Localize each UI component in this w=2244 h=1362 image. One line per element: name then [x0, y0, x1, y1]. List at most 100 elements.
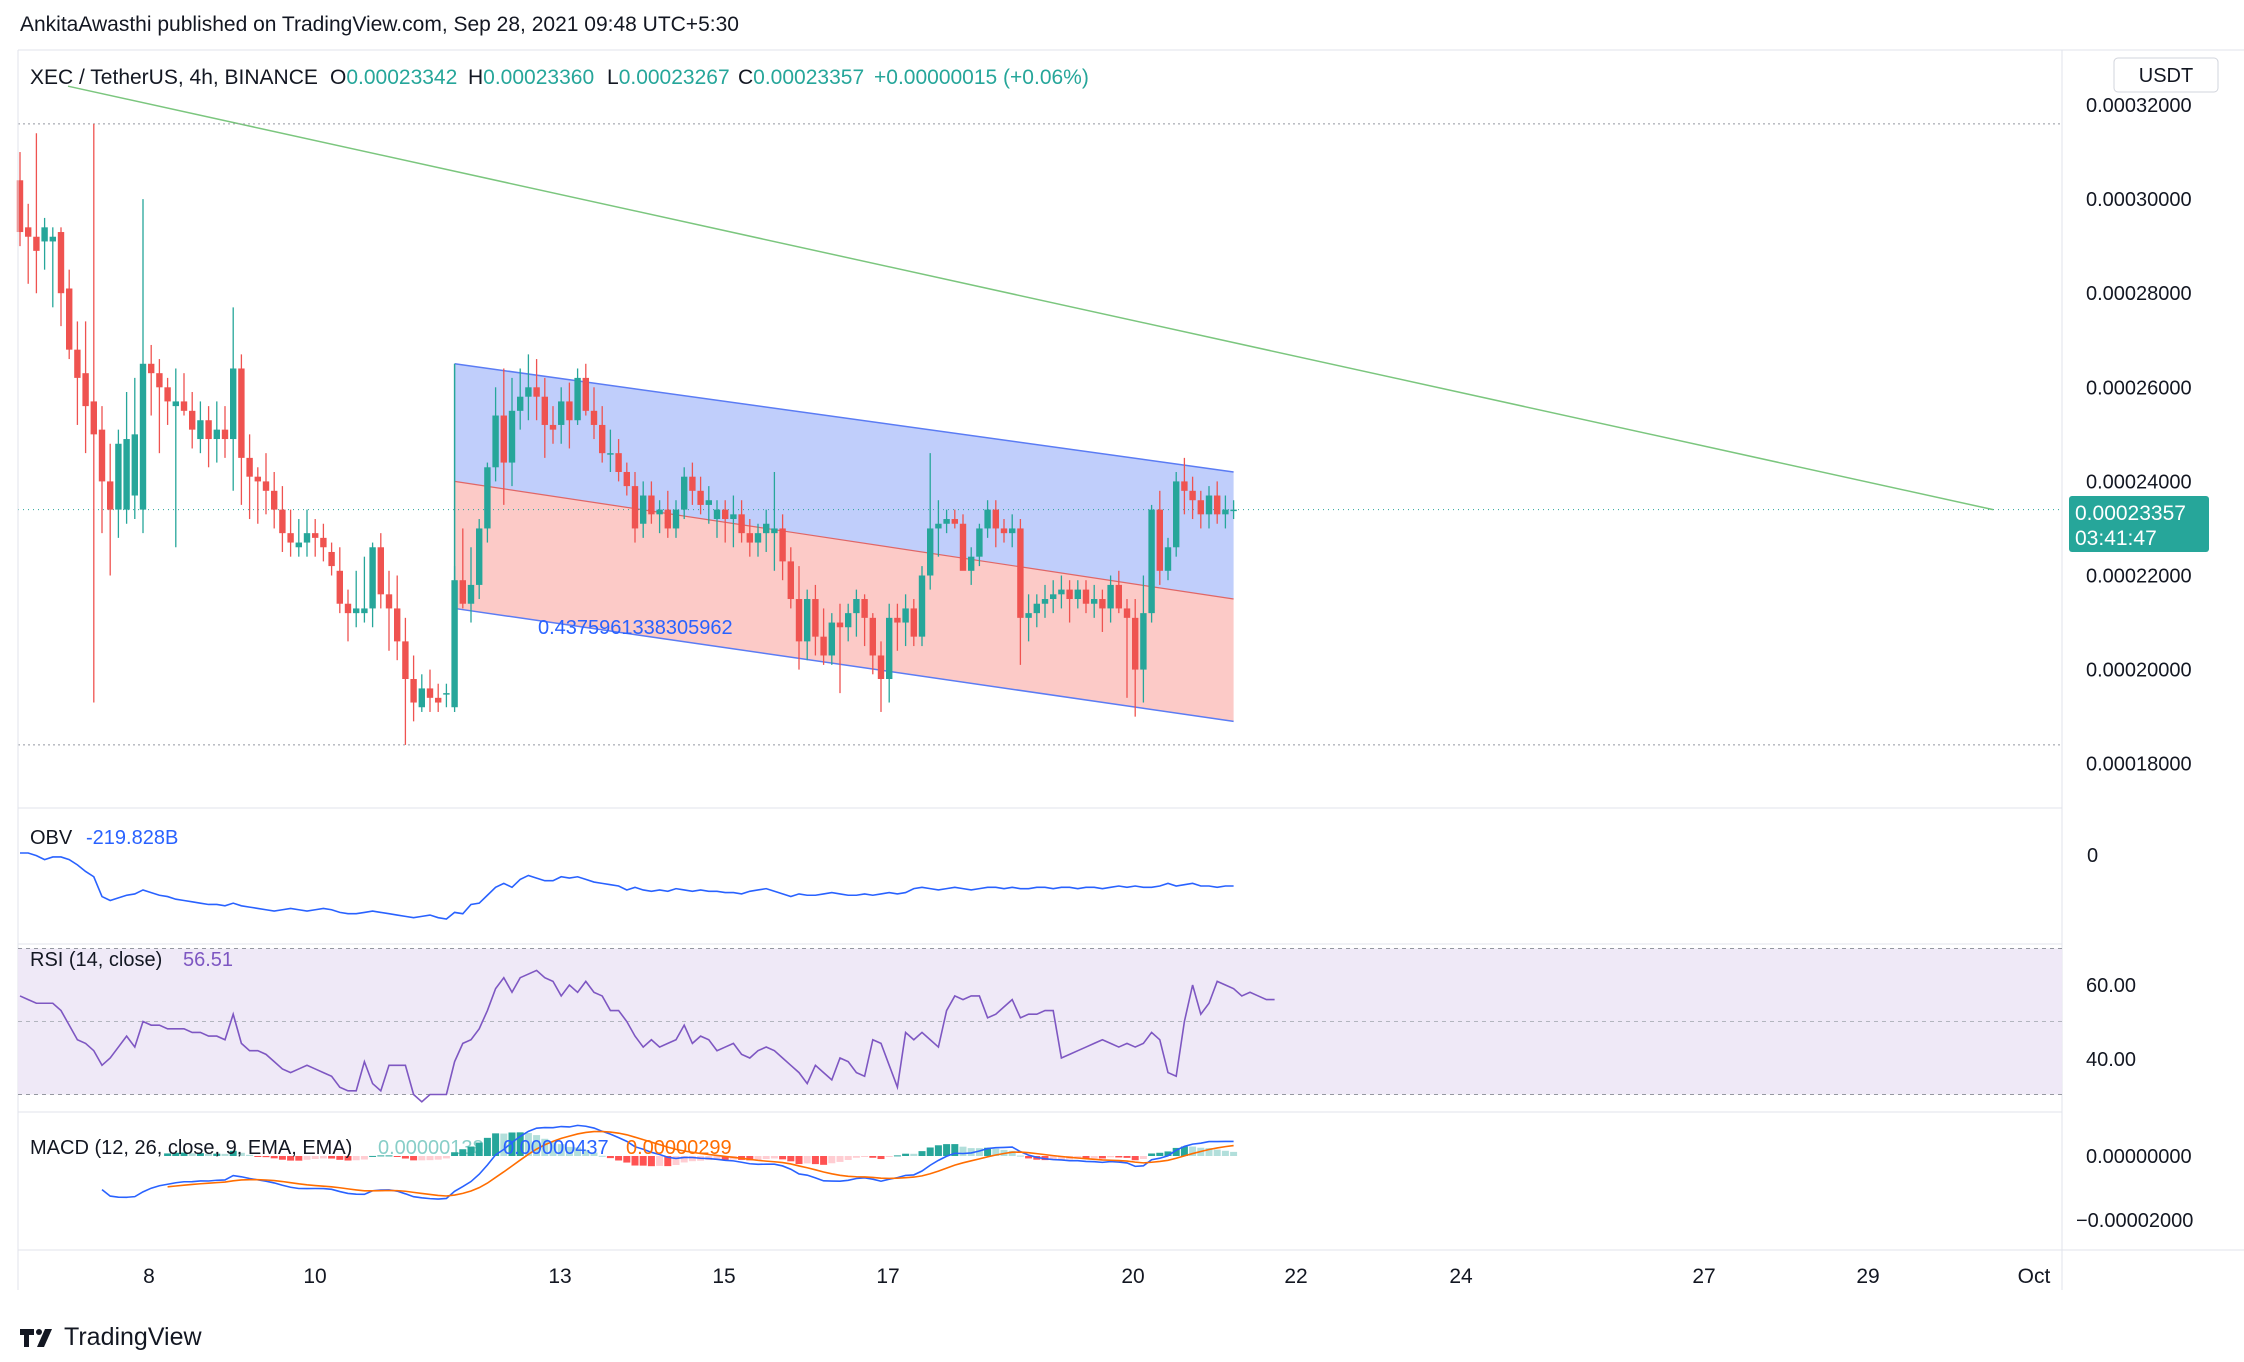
- candle-body: [525, 387, 532, 397]
- candle-body: [754, 533, 762, 543]
- candle-body: [369, 547, 376, 609]
- macd-histogram-bar: [992, 1148, 1000, 1156]
- candle-body: [828, 622, 835, 656]
- candle-body: [287, 533, 294, 543]
- candle-body: [1050, 594, 1057, 600]
- rsi-band: [18, 948, 2062, 1095]
- currency-badge[interactable]: [2113, 57, 2219, 93]
- candle-body: [623, 471, 630, 487]
- candle-body: [713, 509, 721, 520]
- macd-histogram-bar: [524, 1133, 532, 1156]
- macd-legend: MACD (12, 26, close, 9, EMA, EMA) 0.0000…: [30, 1137, 732, 1159]
- macd-histogram-bar: [459, 1149, 467, 1156]
- macd-histogram-bar: [237, 1152, 245, 1156]
- candle-body: [927, 528, 934, 576]
- candle-body: [90, 401, 97, 435]
- macd-histogram-bar: [943, 1144, 951, 1156]
- publish-header: AnkitaAwasthi published on TradingView.c…: [0, 0, 739, 50]
- candle-body: [918, 575, 926, 637]
- macd-tick-zero: 0.00000000: [2086, 1146, 2192, 1168]
- candle-body: [1156, 509, 1163, 571]
- candle-body: [1205, 495, 1213, 515]
- candle-countdown: 03:41:47: [2075, 527, 2157, 550]
- candle-body: [262, 481, 270, 491]
- candle-body: [1115, 584, 1122, 609]
- candle-body: [558, 401, 565, 425]
- macd-histogram-bar: [360, 1156, 368, 1160]
- candle-body: [1091, 599, 1098, 604]
- candle-body: [467, 584, 475, 604]
- main-legend-text: XEC / TetherUS, 4h, BINANCE O0.00023342 …: [30, 66, 1089, 89]
- candle-body: [353, 608, 360, 614]
- last-price-tag: [2069, 496, 2209, 552]
- candle-body: [869, 617, 876, 656]
- candle-body: [344, 603, 352, 614]
- candle-body: [746, 533, 753, 543]
- macd-histogram-bar: [631, 1156, 639, 1166]
- macd-histogram: [164, 1132, 1238, 1167]
- candle-body: [968, 556, 975, 571]
- candle-body: [1123, 608, 1131, 618]
- candle-body: [205, 420, 212, 440]
- obv-legend: OBV -219.828B: [30, 827, 178, 849]
- tradingview-logo-icon: [20, 1327, 56, 1349]
- candle-body: [361, 608, 368, 614]
- macd-histogram-bar: [221, 1153, 229, 1156]
- macd-histogram-bar: [885, 1156, 893, 1157]
- candle-body: [1181, 481, 1188, 491]
- candle-body: [410, 679, 417, 703]
- price-axis[interactable]: USDT 0.000320000.000300000.000280000.000…: [2069, 57, 2219, 1232]
- channel-lower-line[interactable]: [454, 607, 1234, 723]
- candle-body: [664, 509, 671, 529]
- macd-histogram-bar: [516, 1132, 524, 1156]
- macd-histogram-bar: [270, 1156, 278, 1159]
- candle-body: [385, 594, 393, 609]
- candle-body: [459, 580, 466, 604]
- candle-body: [1025, 613, 1032, 618]
- candle-body: [984, 509, 991, 529]
- macd-histogram-bar: [598, 1155, 606, 1157]
- macd-histogram-bar: [713, 1156, 721, 1160]
- macd-histogram-bar: [615, 1156, 623, 1161]
- macd-histogram-bar: [549, 1142, 557, 1156]
- time-axis[interactable]: 8 10 13 15 17 20 22 24 27 29 Oct: [143, 1265, 2050, 1288]
- macd-histogram-bar: [393, 1156, 401, 1157]
- candle-body: [508, 410, 516, 463]
- candle-body: [312, 533, 319, 538]
- macd-histogram-bar: [582, 1149, 590, 1156]
- channel-middle-line[interactable]: [454, 480, 1234, 600]
- macd-histogram-bar: [172, 1152, 180, 1156]
- macd-histogram-bar: [1090, 1156, 1098, 1159]
- descending-trendline[interactable]: [67, 85, 1994, 511]
- candle-body: [221, 429, 229, 440]
- candle-body: [517, 396, 524, 411]
- macd-histogram-bar: [754, 1156, 762, 1160]
- rsi-pane: [18, 948, 2062, 1103]
- signal-line: [167, 1130, 1234, 1197]
- macd-histogram-bar: [590, 1152, 598, 1156]
- time-tick-label: 8: [143, 1265, 155, 1288]
- macd-histogram-bar: [664, 1156, 672, 1167]
- macd-histogram-bar: [541, 1138, 549, 1156]
- candle-body: [877, 655, 885, 680]
- candle-body: [98, 429, 106, 482]
- candle-body: [541, 396, 548, 425]
- macd-histogram-bar: [557, 1144, 565, 1156]
- candle-body: [492, 415, 499, 468]
- macd-histogram-bar: [1221, 1150, 1229, 1156]
- candle-body: [279, 509, 286, 534]
- macd-histogram-bar: [213, 1153, 221, 1156]
- footer-brand[interactable]: TradingView: [20, 1323, 202, 1352]
- time-tick-label: 10: [303, 1265, 326, 1288]
- candle-body: [631, 486, 639, 529]
- macd-histogram-bar: [442, 1156, 450, 1159]
- candle-body: [533, 387, 540, 397]
- candle-body: [1082, 589, 1090, 604]
- macd-histogram-bar: [1164, 1151, 1172, 1156]
- macd-histogram-bar: [418, 1156, 426, 1161]
- macd-histogram-bar: [934, 1145, 942, 1156]
- macd-histogram-bar: [721, 1156, 729, 1160]
- candle-body: [1164, 547, 1172, 571]
- price-tick-label: 0.00026000: [2086, 377, 2192, 399]
